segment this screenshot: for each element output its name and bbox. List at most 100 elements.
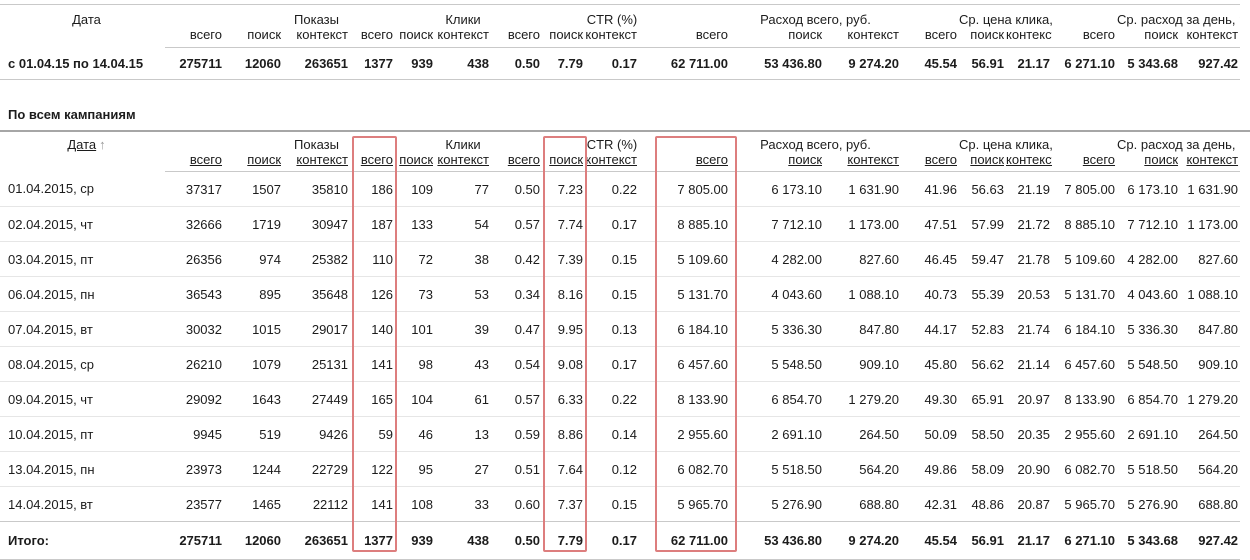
cell-daily-total: 6 184.10 [1052,311,1118,347]
cell-cost-search: 53 436.80 [730,47,824,80]
sort-link-clicks-search[interactable]: поиск [399,152,433,167]
cell-cost-total: 5 965.70 [639,486,730,522]
sort-link-clicks-total[interactable]: всего [360,152,393,167]
cell-date: 03.04.2015, пт [0,241,165,277]
sort-link-cost-total[interactable]: всего [695,152,728,167]
sort-link-price-search[interactable]: поиск [970,152,1004,167]
cell-ctr-context: 0.15 [585,241,639,277]
sort-link-price-context[interactable]: контекст [1006,152,1052,167]
cell-date: 10.04.2015, пт [0,416,165,452]
subheader-impressions-context: контекст [283,27,350,48]
cell-ctr-total: 0.60 [491,486,542,522]
cell-cost-total: 8 133.90 [639,381,730,417]
table-row: 09.04.2015, чт 29092 1643 27449 165 104 … [0,381,1241,417]
cell-cost-context: 9 274.20 [824,47,901,80]
cell-cost-total: 5 109.60 [639,241,730,277]
cell-total-label: Итого: [0,521,165,560]
cell-ctr-context: 0.22 [585,171,639,207]
cell-cost-search: 7 712.10 [730,206,824,242]
sort-link-cost-context[interactable]: контекст [847,152,899,167]
cell-price-context: 21.78 [1006,241,1053,277]
cell-impressions-context: 25382 [283,241,350,277]
cell-date: 13.04.2015, пн [0,451,165,487]
cell-impressions-total: 26356 [165,241,224,277]
cell-clicks-context: 438 [435,521,491,560]
sort-link-daily-context[interactable]: контекст [1186,152,1239,167]
table-row: 10.04.2015, пт 9945 519 9426 59 46 13 0.… [0,416,1241,452]
cell-clicks-total: 141 [350,346,395,382]
cell-cost-context: 827.60 [824,241,901,277]
sort-link-ctr-total[interactable]: всего [507,152,540,167]
cell-price-context: 20.53 [1006,276,1053,312]
cell-clicks-search: 72 [395,241,435,277]
cell-cost-search: 4 043.60 [730,276,824,312]
cell-clicks-context: 61 [435,381,491,417]
cell-cost-total: 6 457.60 [639,346,730,382]
sort-link-price-total[interactable]: всего [924,152,957,167]
group-title-impressions: Показы [294,12,339,27]
cell-cost-search: 2 691.10 [730,416,824,452]
cell-clicks-context: 438 [435,47,491,80]
cell-price-context: 21.72 [1006,206,1053,242]
cell-price-search: 59.47 [959,241,1006,277]
cell-date: 07.04.2015, вт [0,311,165,347]
cell-cost-total: 6 184.10 [639,311,730,347]
cell-price-total: 45.54 [901,521,959,560]
cell-ctr-context: 0.13 [585,311,639,347]
sort-link-date[interactable]: Дата [67,137,97,152]
cell-daily-total: 7 805.00 [1052,171,1118,207]
cell-daily-total: 6 271.10 [1052,47,1118,80]
table-row: 02.04.2015, чт 32666 1719 30947 187 133 … [0,206,1241,242]
cell-impressions-context: 263651 [283,47,350,80]
table-row: 08.04.2015, ср 26210 1079 25131 141 98 4… [0,346,1241,382]
cell-impressions-search: 1507 [224,171,283,207]
cell-price-context: 21.19 [1006,171,1053,207]
cell-impressions-total: 275711 [165,47,224,80]
cell-impressions-context: 25131 [283,346,350,382]
cell-daily-context: 927.42 [1180,521,1241,560]
sort-link-impressions-search[interactable]: поиск [247,152,281,167]
cell-clicks-search: 73 [395,276,435,312]
cell-price-search: 56.63 [959,171,1006,207]
cell-impressions-total: 29092 [165,381,224,417]
cell-cost-total: 5 131.70 [639,276,730,312]
cell-cost-total: 62 711.00 [639,521,730,560]
sort-link-daily-total[interactable]: всего [1082,152,1116,167]
sort-link-impressions-total[interactable]: всего [189,152,222,167]
cell-daily-search: 5 343.68 [1117,47,1181,80]
cell-daily-context: 688.80 [1180,486,1241,522]
cell-ctr-total: 0.50 [491,171,542,207]
cell-clicks-search: 939 [395,47,435,80]
table-row: 01.04.2015, ср 37317 1507 35810 186 109 … [0,171,1241,207]
sort-link-clicks-context[interactable]: контекст [437,152,489,167]
cell-daily-total: 2 955.60 [1052,416,1118,452]
cell-cost-total: 62 711.00 [639,47,730,80]
cell-cost-context: 1 088.10 [824,276,901,312]
cell-impressions-search: 12060 [224,47,283,80]
cell-price-total: 41.96 [901,171,959,207]
totals-row: Итого: 275711 12060 263651 1377 939 438 … [0,521,1241,560]
cell-daily-total: 8 133.90 [1052,381,1118,417]
cell-price-context: 20.97 [1006,381,1053,417]
sort-link-ctr-search[interactable]: поиск [549,152,583,167]
sort-link-cost-search[interactable]: поиск [788,152,822,167]
sort-link-daily-search[interactable]: поиск [1144,152,1179,167]
cell-price-total: 42.31 [901,486,959,522]
cell-ctr-search: 7.79 [542,521,585,560]
sort-link-ctr-context[interactable]: контекст [585,152,637,167]
cell-impressions-total: 32666 [165,206,224,242]
sort-link-impressions-context[interactable]: контекст [296,152,348,167]
campaigns-table: Дата ↑ Показы Клики CTR (%) Расход всего,… [0,132,1241,560]
cell-impressions-context: 22112 [283,486,350,522]
cell-ctr-context: 0.17 [585,521,639,560]
cell-price-total: 49.30 [901,381,959,417]
cell-ctr-context: 0.15 [585,276,639,312]
cell-clicks-search: 46 [395,416,435,452]
cell-cost-context: 564.20 [824,451,901,487]
cell-ctr-total: 0.50 [491,47,542,80]
cell-impressions-context: 35648 [283,276,350,312]
cell-impressions-search: 1465 [224,486,283,522]
cell-daily-total: 6 082.70 [1052,451,1118,487]
cell-cost-context: 1 631.90 [824,171,901,207]
cell-daily-context: 847.80 [1180,311,1241,347]
